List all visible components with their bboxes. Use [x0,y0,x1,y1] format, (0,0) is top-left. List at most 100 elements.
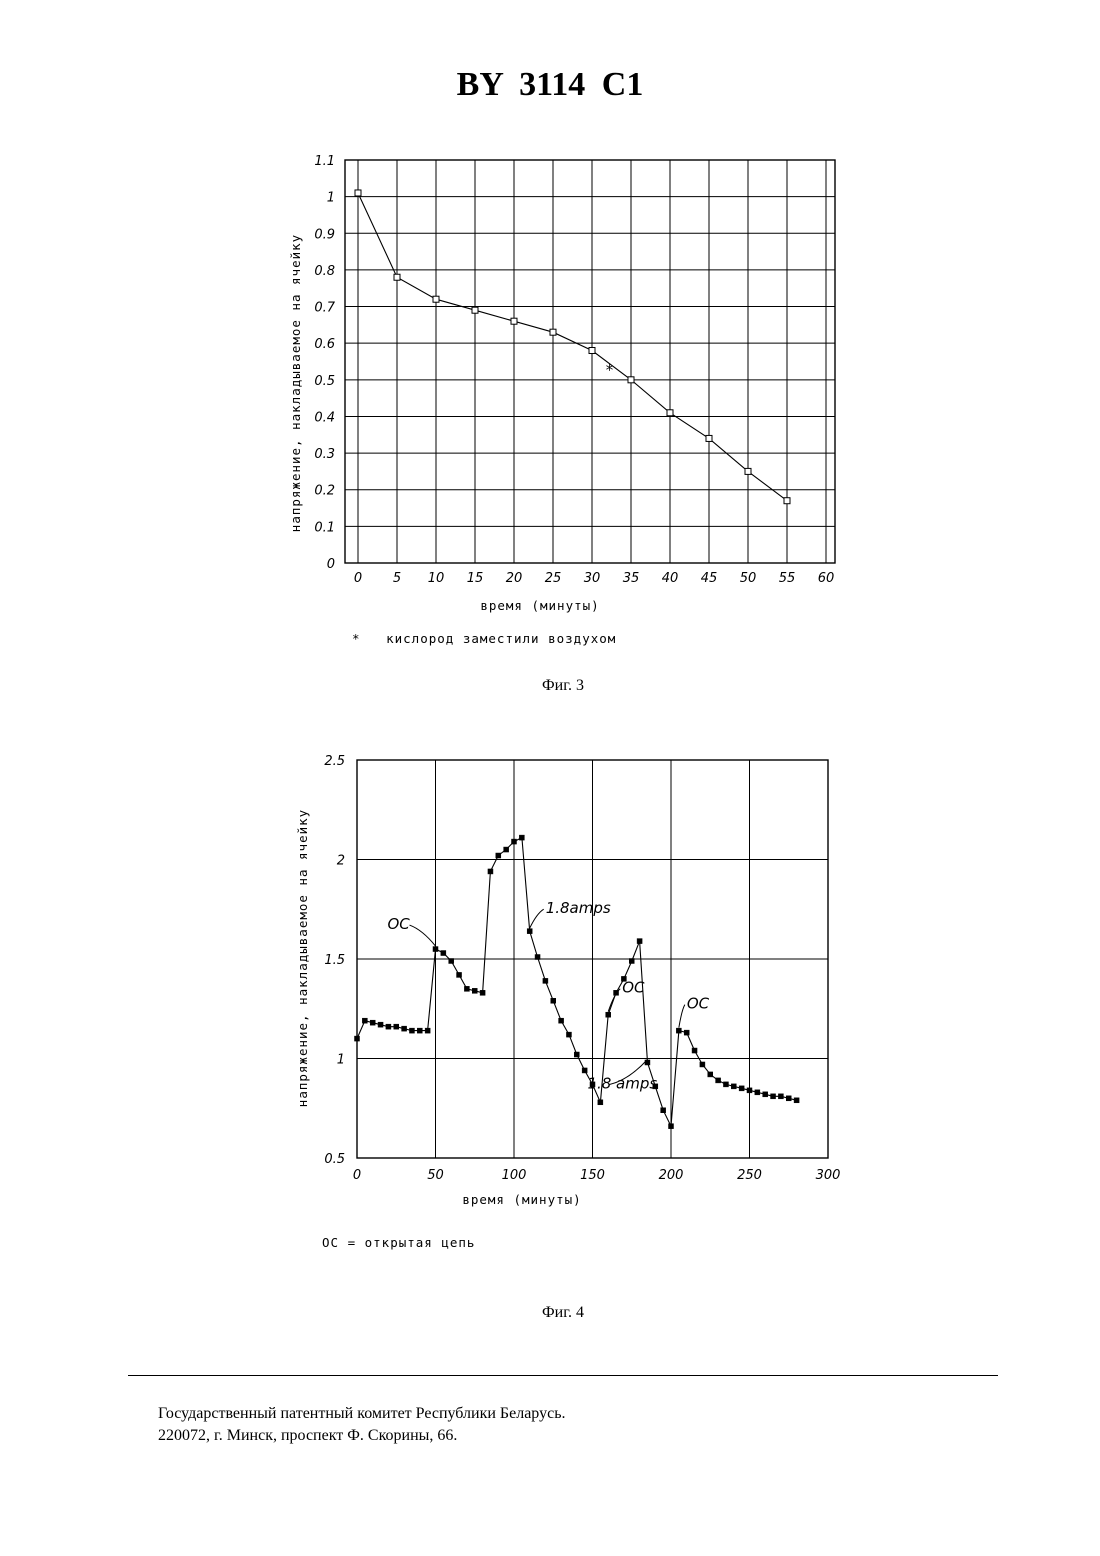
footer-divider [128,1375,998,1376]
data-point [433,947,438,952]
data-point [637,939,642,944]
footer: Государственный патентный комитет Респуб… [158,1403,566,1447]
annotation-leader [530,909,544,928]
x-tick-label: 0 [354,571,362,586]
x-tick-label: 50 [427,1168,444,1183]
data-point [747,1088,752,1093]
data-point [472,307,478,313]
series-line [358,193,787,501]
data-point [723,1082,728,1087]
data-point [731,1084,736,1089]
data-point [378,1022,383,1027]
y-tick-label: 1.1 [314,154,335,169]
data-point [786,1096,791,1101]
data-point [433,296,439,302]
data-point [527,929,532,934]
data-point [355,190,361,196]
data-point [706,435,712,441]
y-tick-label: 0 [327,557,335,572]
annotation-leader [679,1005,685,1028]
y-tick-label: 0.9 [314,227,335,242]
y-tick-label: 0.6 [314,337,335,352]
data-point [409,1028,414,1033]
x-tick-label: 5 [393,571,401,586]
x-tick-label: 200 [659,1168,684,1183]
data-point [628,377,634,383]
y-tick-label: 1 [327,191,335,206]
figure-4-footnote: OC = открытая цепь [322,1235,475,1250]
x-tick-label: 35 [623,571,640,586]
data-point [504,847,509,852]
data-point [716,1078,721,1083]
data-point [441,951,446,956]
x-tick-label: 55 [779,571,796,586]
y-tick-label: 0.4 [314,410,335,425]
data-point [488,869,493,874]
data-point [394,274,400,280]
data-point [745,468,751,474]
data-point [464,986,469,991]
data-point [700,1062,705,1067]
data-point [551,998,556,1003]
plot-frame [345,160,835,563]
data-point [457,972,462,977]
data-point [543,978,548,983]
y-tick-label: 2 [337,854,345,869]
data-point [449,958,454,963]
annotation-label: 1.8amps [546,899,611,917]
data-point [394,1024,399,1029]
y-tick-label: 1.5 [324,953,345,968]
data-point [784,498,790,504]
data-point [386,1024,391,1029]
data-point [598,1100,603,1105]
data-point [763,1092,768,1097]
data-point [355,1036,360,1041]
data-point [692,1048,697,1053]
annotation-label: OC [687,995,710,1013]
y-axis-label: напряжение, накладываемое на ячейку [288,234,303,532]
data-point [684,1030,689,1035]
y-tick-label: 2.5 [324,754,345,769]
x-tick-label: 300 [816,1168,841,1183]
data-point [669,1124,674,1129]
x-tick-label: 45 [701,571,718,586]
data-point [606,1012,611,1017]
x-tick-label: 30 [584,571,601,586]
x-tick-label: 10 [428,571,445,586]
data-point [739,1086,744,1091]
data-point [629,958,634,963]
data-point [566,1032,571,1037]
x-tick-label: 20 [506,571,523,586]
y-tick-label: 0.8 [314,264,335,279]
data-point [496,853,501,858]
data-point [574,1052,579,1057]
y-tick-label: 0.7 [314,301,335,316]
data-point [582,1068,587,1073]
footer-address: 220072, г. Минск, проспект Ф. Скорины, 6… [158,1425,566,1447]
data-point [480,990,485,995]
x-tick-label: 60 [818,571,835,586]
data-point [550,329,556,335]
data-point [425,1028,430,1033]
series-line [357,838,797,1127]
annotation-label: OC [622,979,645,997]
data-point [559,1018,564,1023]
data-point [362,1018,367,1023]
x-tick-label: 40 [662,571,679,586]
data-point [417,1028,422,1033]
y-tick-label: 0.5 [324,1152,345,1167]
figure-3-caption: Фиг. 3 [0,677,1100,695]
data-point [778,1094,783,1099]
x-axis-label: время (минуты) [480,598,599,613]
x-tick-label: 100 [502,1168,527,1183]
data-point [794,1098,799,1103]
data-point [589,348,595,354]
data-point [667,410,673,416]
data-point [370,1020,375,1025]
data-point [771,1094,776,1099]
y-axis-label: напряжение, накладываемое на ячейку [295,809,310,1107]
x-tick-label: 150 [580,1168,605,1183]
annotation-label: 1.8 amps [587,1074,657,1092]
annotation-label: OC [388,915,411,933]
figure-4-caption: Фиг. 4 [0,1304,1100,1322]
